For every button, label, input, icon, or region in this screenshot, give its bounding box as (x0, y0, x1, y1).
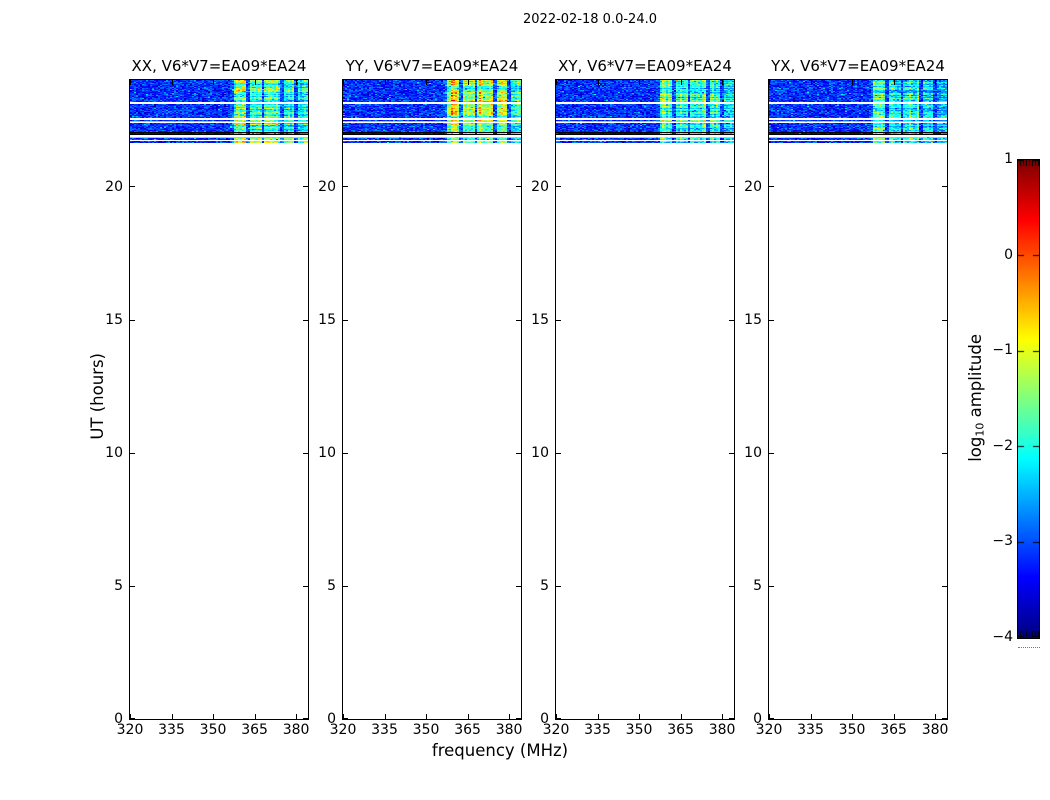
y-tick-label: 20 (531, 178, 549, 195)
spectrogram-xy (556, 80, 734, 719)
x-tick-label: 350 (412, 722, 440, 738)
panel-title-xx: XX, V6*V7=EA09*EA24 (131, 57, 307, 75)
x-tick-label: 350 (199, 722, 227, 738)
y-tick-label: 15 (318, 311, 336, 328)
x-tick-label: 320 (542, 722, 570, 738)
x-tick-label: 365 (667, 722, 694, 738)
spectrogram-xx (130, 80, 308, 719)
colorbar (1017, 159, 1040, 639)
y-tick-label: 5 (540, 577, 549, 594)
y-tick-label: 5 (327, 577, 336, 594)
panel-title-yx: YX, V6*V7=EA09*EA24 (771, 57, 945, 75)
y-tick-label: 0 (540, 711, 549, 727)
x-tick-label: 380 (921, 722, 949, 738)
y-axis-label: UT (hours) (88, 353, 107, 440)
y-tick-label: 5 (753, 577, 762, 594)
x-tick-label: 335 (797, 722, 824, 738)
x-tick-label: 335 (371, 722, 398, 738)
x-tick-label: 320 (329, 722, 357, 738)
y-tick-label: 20 (105, 178, 123, 195)
x-tick-label: 365 (241, 722, 268, 738)
y-tick-label: 15 (105, 311, 123, 328)
y-tick-label: 10 (744, 444, 762, 461)
colorbar-label-subscript: 10 (973, 422, 987, 437)
colorbar-tick-label: −2 (992, 437, 1013, 454)
y-tick-label: 20 (318, 178, 336, 195)
y-tick-label: 10 (318, 444, 336, 461)
x-tick-label: 335 (158, 722, 185, 738)
spectrogram-yy (343, 80, 521, 719)
colorbar-dotted-line (1018, 647, 1040, 648)
x-tick-label: 335 (584, 722, 611, 738)
x-tick-label: 380 (708, 722, 736, 738)
x-tick-label: 320 (116, 722, 144, 738)
panel-xx (129, 79, 309, 720)
y-tick-label: 15 (531, 311, 549, 328)
x-tick-label: 365 (880, 722, 907, 738)
colorbar-tick-label: −3 (992, 533, 1013, 550)
spectrogram-yx (769, 80, 947, 719)
x-tick-label: 380 (282, 722, 310, 738)
y-tick-label: 10 (105, 444, 123, 461)
panel-xy (555, 79, 735, 720)
x-tick-label: 350 (625, 722, 653, 738)
y-tick-label: 0 (327, 711, 336, 727)
colorbar-tick-label: −4 (992, 629, 1013, 645)
panel-title-xy: XY, V6*V7=EA09*EA24 (558, 57, 732, 75)
x-tick-label: 380 (495, 722, 523, 738)
colorbar-tick-label: 1 (1004, 151, 1013, 167)
y-tick-label: 0 (114, 711, 123, 727)
colorbar-tick-label: −1 (992, 342, 1013, 359)
y-tick-label: 20 (744, 178, 762, 195)
figure-title: 2022-02-18 0.0-24.0 (523, 12, 657, 27)
panel-yx (768, 79, 948, 720)
colorbar-tick-label: 0 (1004, 246, 1013, 263)
x-tick-label: 365 (454, 722, 481, 738)
panel-title-yy: YY, V6*V7=EA09*EA24 (345, 57, 519, 75)
y-tick-label: 15 (744, 311, 762, 328)
y-tick-label: 5 (114, 577, 123, 594)
y-tick-label: 10 (531, 444, 549, 461)
x-axis-label: frequency (MHz) (431, 741, 569, 760)
y-tick-label: 0 (753, 711, 762, 727)
panel-yy (342, 79, 522, 720)
x-tick-label: 320 (755, 722, 783, 738)
colorbar-gradient (1018, 160, 1039, 638)
x-tick-label: 350 (838, 722, 866, 738)
